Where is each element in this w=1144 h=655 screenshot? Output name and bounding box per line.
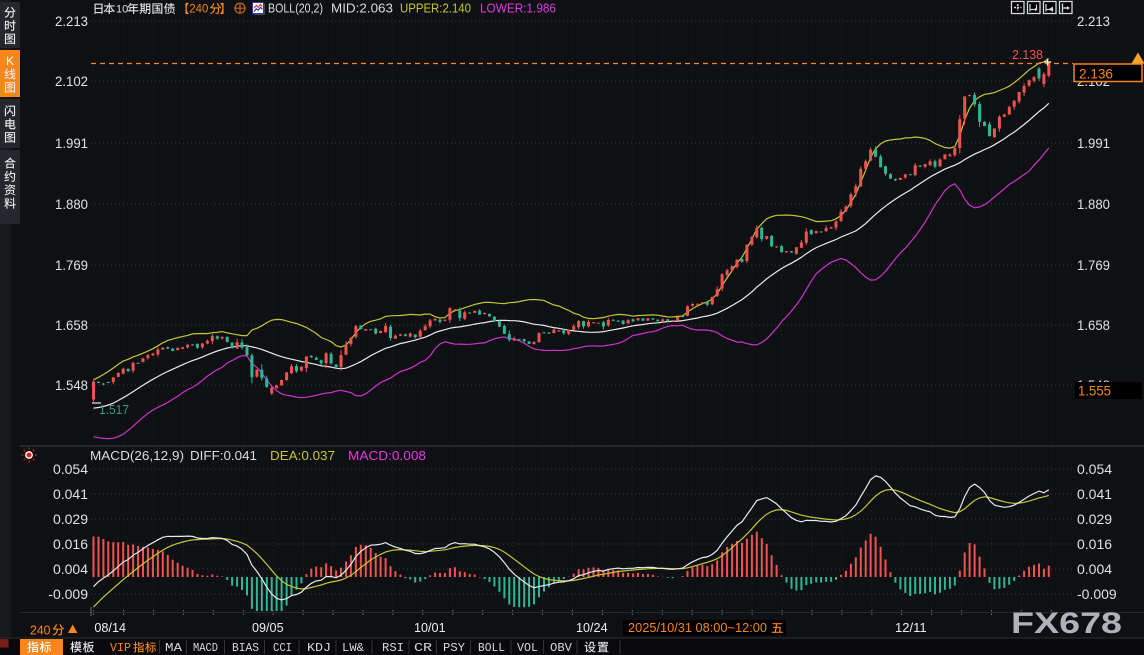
svg-text:MID:2.063: MID:2.063	[331, 1, 393, 16]
svg-text:0.029: 0.029	[1077, 511, 1112, 527]
svg-text:0.016: 0.016	[1077, 536, 1112, 552]
svg-text:1.658: 1.658	[1077, 317, 1110, 333]
svg-text:1.991: 1.991	[55, 135, 88, 151]
svg-text:OBV: OBV	[550, 641, 573, 655]
svg-text:1.769: 1.769	[55, 257, 88, 273]
svg-text:08/14: 08/14	[94, 621, 126, 635]
svg-text:VIP: VIP	[110, 641, 131, 655]
svg-text:LOWER:1.986: LOWER:1.986	[480, 1, 556, 16]
svg-text:VOL: VOL	[517, 641, 538, 655]
svg-text:0.041: 0.041	[53, 486, 88, 502]
svg-text:0.016: 0.016	[53, 536, 88, 552]
svg-text:2.136: 2.136	[1079, 66, 1113, 82]
svg-text:10/01: 10/01	[414, 621, 446, 635]
svg-text:-0.009: -0.009	[1077, 586, 1117, 602]
svg-text:DEA:0.037: DEA:0.037	[270, 448, 335, 463]
svg-text:CCI: CCI	[273, 641, 292, 655]
svg-text:1.769: 1.769	[1077, 257, 1110, 273]
svg-text:FX678: FX678	[1011, 607, 1122, 640]
svg-text:BIAS: BIAS	[232, 641, 259, 655]
svg-text:10: 10	[116, 4, 128, 16]
svg-text:1.517: 1.517	[99, 402, 129, 417]
svg-text:1.548: 1.548	[55, 377, 88, 393]
svg-text:2.138: 2.138	[1012, 47, 1043, 62]
svg-text:0.004: 0.004	[53, 561, 88, 577]
svg-text:240: 240	[189, 4, 208, 16]
svg-text:MACD(26,12,9): MACD(26,12,9)	[90, 448, 184, 463]
svg-text:09/05: 09/05	[252, 621, 284, 635]
svg-text:K: K	[6, 54, 14, 68]
svg-text:2.213: 2.213	[55, 13, 88, 29]
svg-text:2025/10/31 08:00~12:00: 2025/10/31 08:00~12:00	[628, 621, 767, 635]
svg-text:LW&: LW&	[342, 641, 364, 655]
svg-text:KDJ: KDJ	[307, 641, 331, 655]
svg-text:DIFF:0.041: DIFF:0.041	[190, 448, 257, 463]
svg-text:0.004: 0.004	[1077, 561, 1112, 577]
svg-text:MACD: MACD	[193, 641, 218, 655]
svg-text:BOLL: BOLL	[478, 641, 505, 655]
svg-text:0.054: 0.054	[1077, 461, 1112, 477]
svg-text:1.658: 1.658	[55, 317, 88, 333]
svg-text:CR: CR	[414, 641, 432, 655]
svg-text:240: 240	[30, 623, 51, 638]
svg-text:0.041: 0.041	[1077, 486, 1112, 502]
svg-text:MA: MA	[165, 641, 183, 655]
svg-text:0.029: 0.029	[53, 511, 88, 527]
svg-text:RSI: RSI	[382, 641, 404, 655]
svg-text:PSY: PSY	[443, 641, 465, 655]
svg-text:1.991: 1.991	[1077, 135, 1110, 151]
svg-text:0.054: 0.054	[53, 461, 88, 477]
svg-text:12/11: 12/11	[895, 621, 927, 635]
svg-text:2.102: 2.102	[55, 73, 88, 89]
svg-text:10/24: 10/24	[576, 621, 608, 635]
svg-text:1.555: 1.555	[1078, 383, 1111, 399]
svg-text:BOLL(20,2): BOLL(20,2)	[268, 1, 323, 16]
svg-text:-0.009: -0.009	[48, 586, 88, 602]
svg-text:1.880: 1.880	[1077, 196, 1110, 212]
svg-text:MACD:0.008: MACD:0.008	[348, 448, 426, 463]
svg-text:2.213: 2.213	[1077, 13, 1110, 29]
svg-text:UPPER:2.140: UPPER:2.140	[400, 1, 471, 16]
svg-text:1.880: 1.880	[55, 196, 88, 212]
